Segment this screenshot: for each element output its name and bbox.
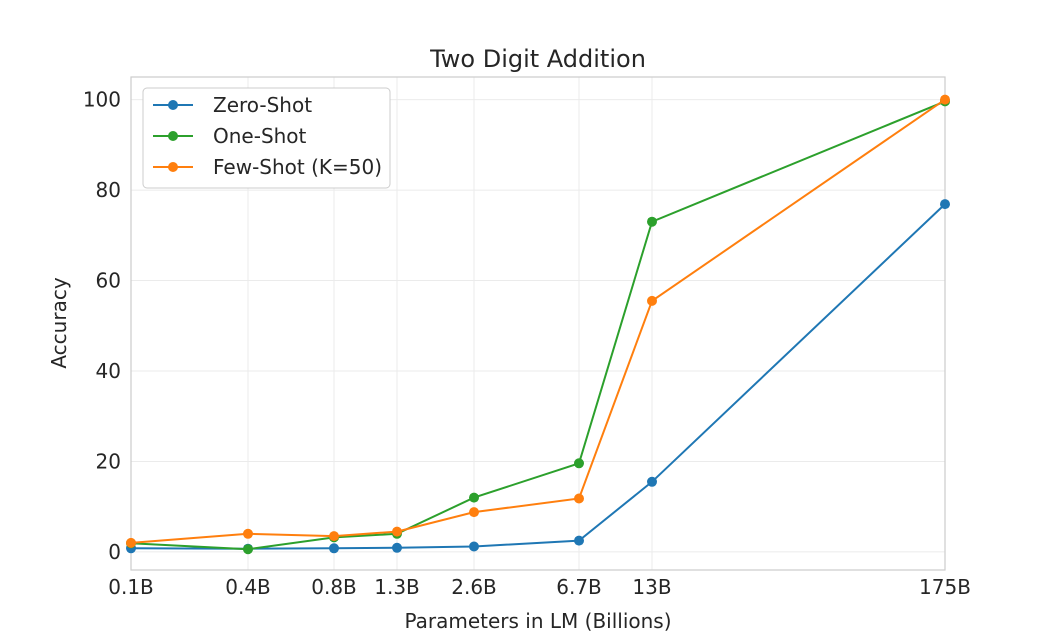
- data-point-few-shot-k-50: [940, 94, 950, 105]
- y-tick-label: 80: [96, 178, 121, 202]
- data-point-zero-shot: [469, 541, 479, 552]
- y-tick-labels: 0 20 40 60 80 100: [83, 88, 121, 564]
- data-point-one-shot: [243, 544, 253, 555]
- x-tick-label: 0.8B: [311, 575, 357, 599]
- data-point-zero-shot: [392, 542, 402, 553]
- legend-marker-few-shot-k-50: [168, 162, 178, 172]
- data-point-few-shot-k-50: [647, 295, 657, 306]
- y-tick-label: 100: [83, 88, 121, 112]
- legend-label-one-shot: One-Shot: [213, 124, 307, 148]
- y-tick-label: 60: [96, 269, 121, 293]
- legend-label-few-shot-k-50: Few-Shot (K=50): [213, 155, 382, 179]
- data-point-few-shot-k-50: [574, 493, 584, 504]
- data-point-few-shot-k-50: [392, 526, 402, 537]
- data-point-one-shot: [574, 458, 584, 469]
- y-axis-label: Accuracy: [47, 277, 71, 368]
- y-tick-label: 0: [108, 540, 121, 564]
- x-axis-label: Parameters in LM (Billions): [404, 609, 671, 633]
- legend-box: [142, 87, 391, 189]
- plot-frame: [130, 76, 946, 571]
- data-point-one-shot: [469, 492, 479, 503]
- x-tick-label: 13B: [632, 575, 671, 599]
- x-tick-label: 0.4B: [225, 575, 271, 599]
- data-point-few-shot-k-50: [243, 528, 253, 539]
- data-point-few-shot-k-50: [469, 507, 479, 518]
- series-layer: [126, 94, 950, 555]
- series-line-one-shot: [130, 100, 946, 551]
- y-tick-label: 20: [96, 449, 121, 473]
- x-tick-labels: 0.1B 0.4B 0.8B 1.3B 2.6B 6.7B 13B 175B: [108, 575, 971, 599]
- legend: Zero-Shot One-Shot Few-Shot (K=50): [142, 87, 391, 189]
- legend-marker-one-shot: [168, 131, 178, 141]
- data-point-zero-shot: [647, 476, 657, 487]
- legend-label-zero-shot: Zero-Shot: [213, 93, 312, 117]
- y-tick-label: 40: [96, 359, 121, 383]
- data-point-zero-shot: [329, 543, 339, 554]
- x-tick-label: 1.3B: [374, 575, 420, 599]
- data-point-one-shot: [647, 216, 657, 227]
- series-few-shot-k-50: [126, 94, 950, 548]
- series-zero-shot: [126, 199, 950, 554]
- data-point-zero-shot: [940, 199, 950, 210]
- data-point-zero-shot: [574, 535, 584, 546]
- series-line-few-shot-k-50: [130, 98, 946, 544]
- chart-title: Two Digit Addition: [429, 45, 646, 73]
- series-line-zero-shot: [130, 203, 946, 550]
- x-tick-label: 0.1B: [108, 575, 154, 599]
- x-tick-label: 6.7B: [556, 575, 602, 599]
- x-tick-label: 175B: [919, 575, 971, 599]
- data-point-few-shot-k-50: [329, 531, 339, 542]
- legend-marker-zero-shot: [168, 100, 178, 110]
- x-tick-label: 2.6B: [451, 575, 497, 599]
- data-point-few-shot-k-50: [126, 537, 136, 548]
